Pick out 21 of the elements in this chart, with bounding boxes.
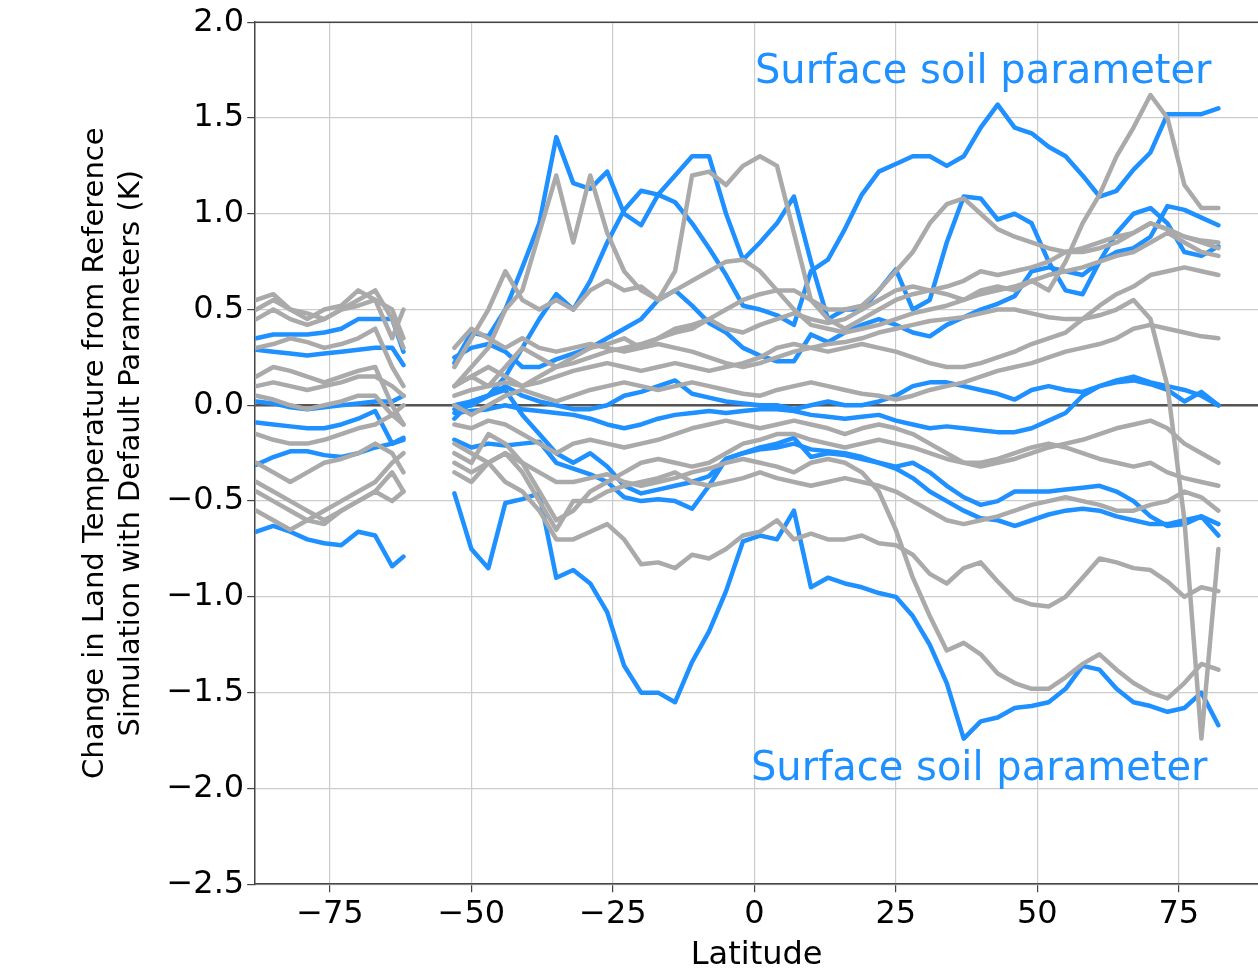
- y-tick-label: 0.5: [193, 287, 245, 326]
- y-tick-label: −1.0: [166, 575, 245, 614]
- x-axis-title: Latitude: [690, 934, 823, 973]
- y-tick-label: −2.0: [166, 766, 245, 805]
- y-tick-label: 0.0: [193, 383, 245, 422]
- x-tick-label: −50: [437, 892, 506, 931]
- x-tick-label: 0: [744, 892, 765, 931]
- y-tick-label: −2.5: [166, 862, 245, 901]
- y-tick-label: 2.0: [193, 0, 245, 39]
- x-tick-label: 25: [875, 892, 917, 931]
- x-tick-label: 75: [1158, 892, 1200, 931]
- y-tick-label: −0.5: [166, 479, 245, 518]
- x-tick-label: −75: [296, 892, 364, 931]
- x-tick-label: 50: [1016, 892, 1058, 931]
- annotation: Surface soil parameter: [754, 45, 1213, 92]
- y-tick-label: 1.0: [193, 192, 245, 231]
- y-tick-label: −1.5: [166, 670, 245, 709]
- y-axis-title: Change in Land Temperature from Reference Simulation with Default Parameters (K): [75, 127, 146, 779]
- x-tick-label: −25: [579, 892, 647, 931]
- annotation: Surface soil parameter: [750, 742, 1209, 789]
- y-tick-label: 1.5: [193, 96, 245, 135]
